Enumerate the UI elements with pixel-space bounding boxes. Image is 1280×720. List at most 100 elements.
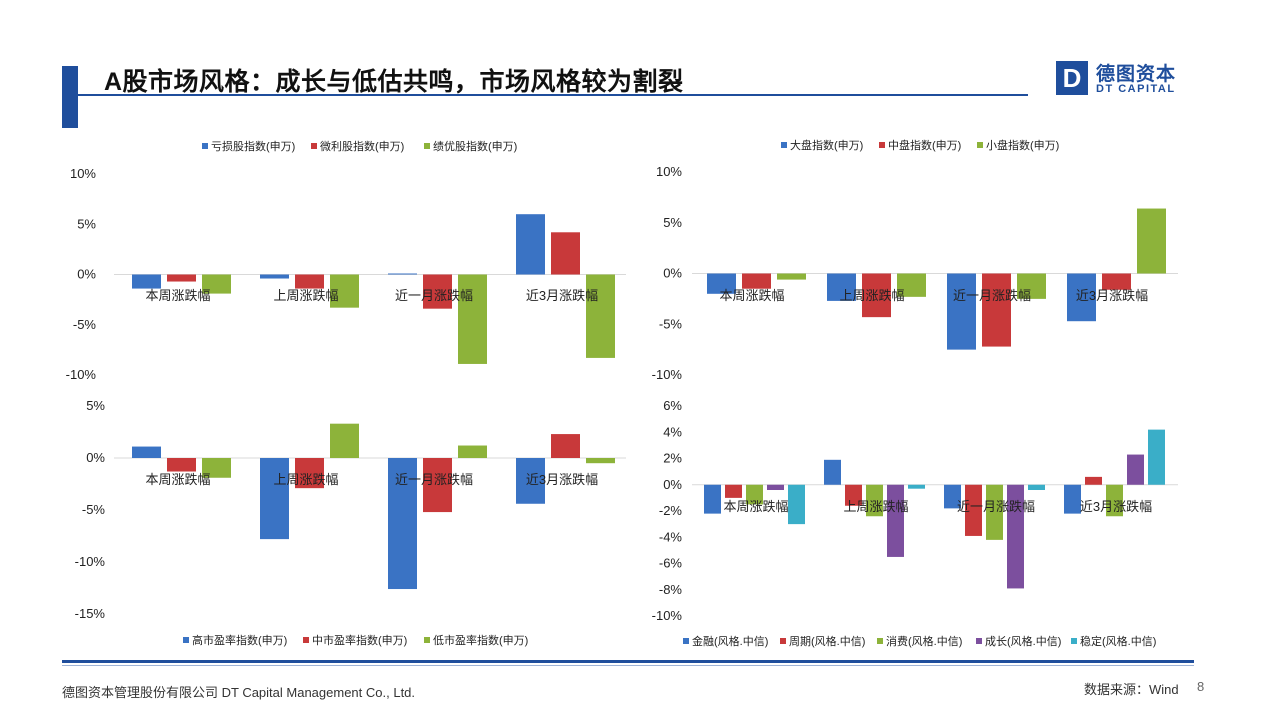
legend-swatch [683,638,689,644]
category-label: 近一月涨跌幅 [953,288,1031,303]
legend-swatch [183,637,189,643]
y-tick-label: 0% [86,450,105,465]
category-label: 上周涨跌幅 [843,499,908,514]
legend-swatch [879,142,885,148]
footer-divider [62,660,1194,663]
bar [742,273,771,289]
bar [586,458,615,464]
category-label: 近一月涨跌幅 [395,288,473,303]
legend-swatch [976,638,982,644]
bar [388,458,417,590]
bar [982,273,1011,347]
legend-label: 周期(风格.中信) [789,634,865,648]
category-label: 本周涨跌幅 [723,499,788,514]
bar [1137,208,1166,274]
legend-label: 微利股指数(申万) [320,139,404,153]
y-tick-label: -15% [75,606,106,621]
bar [167,274,196,282]
y-tick-label: 0% [77,267,96,282]
bar [725,484,742,498]
bar [827,273,856,301]
y-tick-label: -4% [659,529,683,544]
bar [767,484,784,490]
legend-label: 成长(风格.中信) [985,634,1061,648]
category-label: 近3月涨跌幅 [1076,288,1148,303]
chart-panel-3: 5% 0% -5% -10% -15% 本周涨跌幅 上周涨跌幅 近一月涨跌幅 近3月涨跌幅高市盈… [75,398,626,647]
legend-label: 大盘指数(申万) [790,138,863,152]
bar [1007,484,1024,589]
footer-company-name: 德图资本管理股份有限公司 DT Capital Management Co., … [62,685,416,700]
bar [551,232,580,275]
y-tick-label: -2% [659,503,683,518]
category-label: 本周涨跌幅 [719,288,784,303]
chart-panel-4: 6% 4% 2% 0% -2% -4% -6% -8% -10% 本周涨跌幅 上周涨跌幅 近一月涨跌幅… [652,398,1178,648]
bar [586,274,615,358]
bar [330,423,359,458]
y-tick-label: -10% [652,608,683,623]
legend-swatch [303,637,309,643]
bar [897,273,926,297]
bar [260,458,289,540]
y-tick-label: -5% [659,316,683,331]
legend-label: 低市盈率指数(申万) [433,633,528,647]
y-tick-label: -8% [659,582,683,597]
y-tick-label: -10% [75,554,106,569]
legend-label: 小盘指数(申万) [986,138,1059,152]
y-tick-label: 4% [663,424,682,439]
y-tick-label: 0% [663,477,682,492]
page-title: A股市场风格：成长与低估共鸣，市场风格较为割裂 [104,68,684,96]
logo-mark-icon: D [1056,61,1088,95]
page-number: 8 [1197,679,1205,694]
bar [516,214,545,275]
footer-divider-thin [62,665,1194,666]
category-label: 近一月涨跌幅 [957,499,1035,514]
y-tick-label: -10% [652,367,683,382]
legend-label: 金融(风格.中信) [692,634,768,648]
bar [746,484,763,505]
bar [986,484,1003,540]
legend-swatch [424,143,430,149]
bar [388,273,417,275]
legend-swatch [877,638,883,644]
legend-label: 稳定(风格.中信) [1080,634,1156,648]
bar [295,274,324,289]
bar [330,274,359,308]
category-label: 本周涨跌幅 [145,288,210,303]
title-underline [78,94,1028,96]
y-tick-label: 0% [663,266,682,281]
bar [704,484,721,514]
company-logo: D 德图资本 DT CAPITAL [1056,61,1186,99]
category-label: 上周涨跌幅 [273,472,338,487]
bar [1064,484,1081,514]
y-tick-label: 2% [663,451,682,466]
bar [423,274,452,309]
bar [788,484,805,525]
bar [908,484,925,489]
bar [132,446,161,458]
bar [423,458,452,513]
legend-label: 中市盈率指数(申万) [312,633,407,647]
legend-swatch [424,637,430,643]
y-tick-label: 10% [656,164,682,179]
legend-swatch [781,142,787,148]
legend-swatch [1071,638,1077,644]
legend-label: 中盘指数(申万) [888,138,961,152]
bar [1102,273,1131,290]
category-label: 上周涨跌幅 [839,288,904,303]
bar [1148,429,1165,485]
bar [132,274,161,289]
y-tick-label: -6% [659,556,683,571]
bar [845,484,862,506]
legend-label: 消费(风格.中信) [886,634,962,648]
title-accent-bar [62,66,78,128]
legend-swatch [311,143,317,149]
bar [862,273,891,318]
y-tick-label: 5% [663,215,682,230]
bar [458,274,487,364]
logo-chinese-name: 德图资本 [1096,64,1177,85]
bar [1067,273,1096,322]
bar [866,484,883,517]
bar [1017,273,1046,299]
footer-data-source: 数据来源：Wind [1084,682,1179,697]
bar [1085,476,1102,485]
